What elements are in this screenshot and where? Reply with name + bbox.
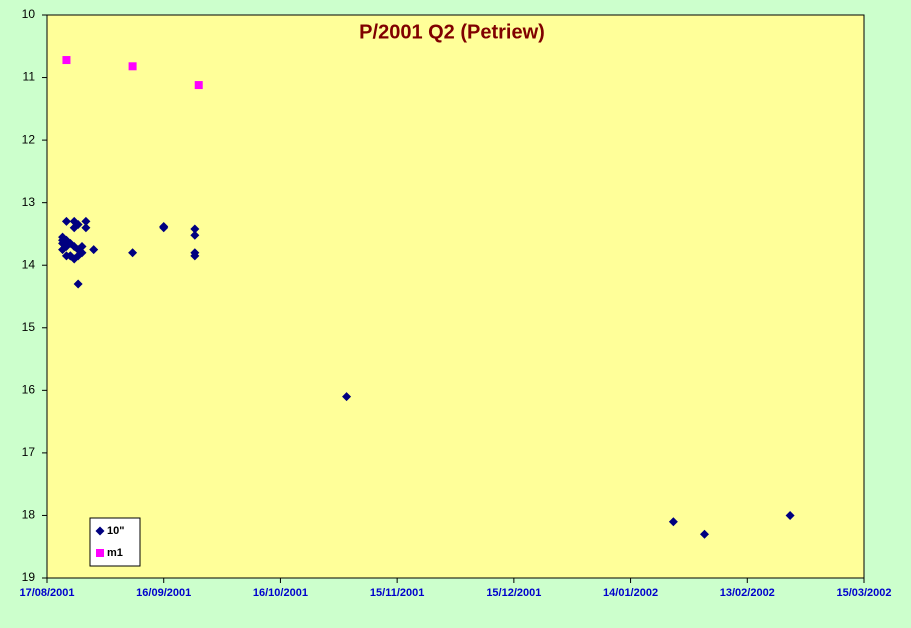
point (73, 279, 83, 289)
y-tick-label: 10 (22, 7, 36, 21)
x-tick-label: 15/03/2002 (836, 587, 891, 599)
y-tick-label: 13 (22, 195, 36, 209)
legend-marker (95, 526, 105, 536)
y-tick-label: 15 (22, 320, 36, 334)
x-tick-label: 16/10/2001 (253, 587, 308, 599)
point (61, 216, 71, 226)
point (785, 510, 795, 520)
x-tick-label: 17/08/2001 (19, 587, 74, 599)
y-tick-label: 17 (22, 445, 36, 459)
point (342, 392, 352, 402)
x-tick-label: 16/09/2001 (136, 587, 191, 599)
point (190, 251, 200, 261)
point (81, 216, 91, 226)
legend-label: 10" (107, 525, 124, 537)
point (73, 220, 83, 230)
chart-title: P/2001 Q2 (Petriew) (359, 21, 545, 43)
point (668, 517, 678, 527)
x-tick-label: 15/11/2001 (370, 587, 424, 599)
point (128, 62, 137, 71)
point (65, 251, 75, 261)
legend: 10" m1 (89, 517, 141, 567)
legend-label: m1 (107, 547, 123, 559)
point (159, 221, 169, 231)
y-tick-label: 19 (22, 570, 36, 584)
legend-marker (96, 549, 104, 557)
point (699, 529, 709, 539)
plot-area (46, 14, 865, 579)
point (77, 248, 87, 258)
x-tick-label: 13/02/2002 (720, 587, 775, 599)
y-tick-label: 16 (22, 383, 36, 397)
y-tick-label: 14 (22, 257, 36, 271)
point (77, 241, 87, 251)
point (62, 56, 71, 65)
y-tick-label: 11 (23, 70, 36, 84)
point (190, 224, 200, 234)
point (128, 248, 138, 258)
y-tick-label: 12 (22, 132, 36, 146)
legend-box (89, 517, 141, 567)
point (89, 245, 99, 255)
point (190, 230, 200, 240)
point (81, 223, 91, 233)
y-tick-label: 18 (22, 508, 36, 522)
x-tick-label: 14/01/2002 (603, 587, 658, 599)
point (194, 81, 203, 90)
x-tick-label: 15/12/2001 (486, 587, 541, 599)
